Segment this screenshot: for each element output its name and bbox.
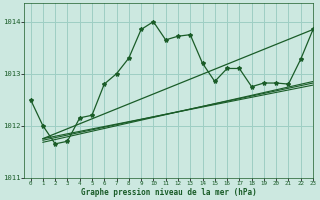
X-axis label: Graphe pression niveau de la mer (hPa): Graphe pression niveau de la mer (hPa) [81,188,257,197]
